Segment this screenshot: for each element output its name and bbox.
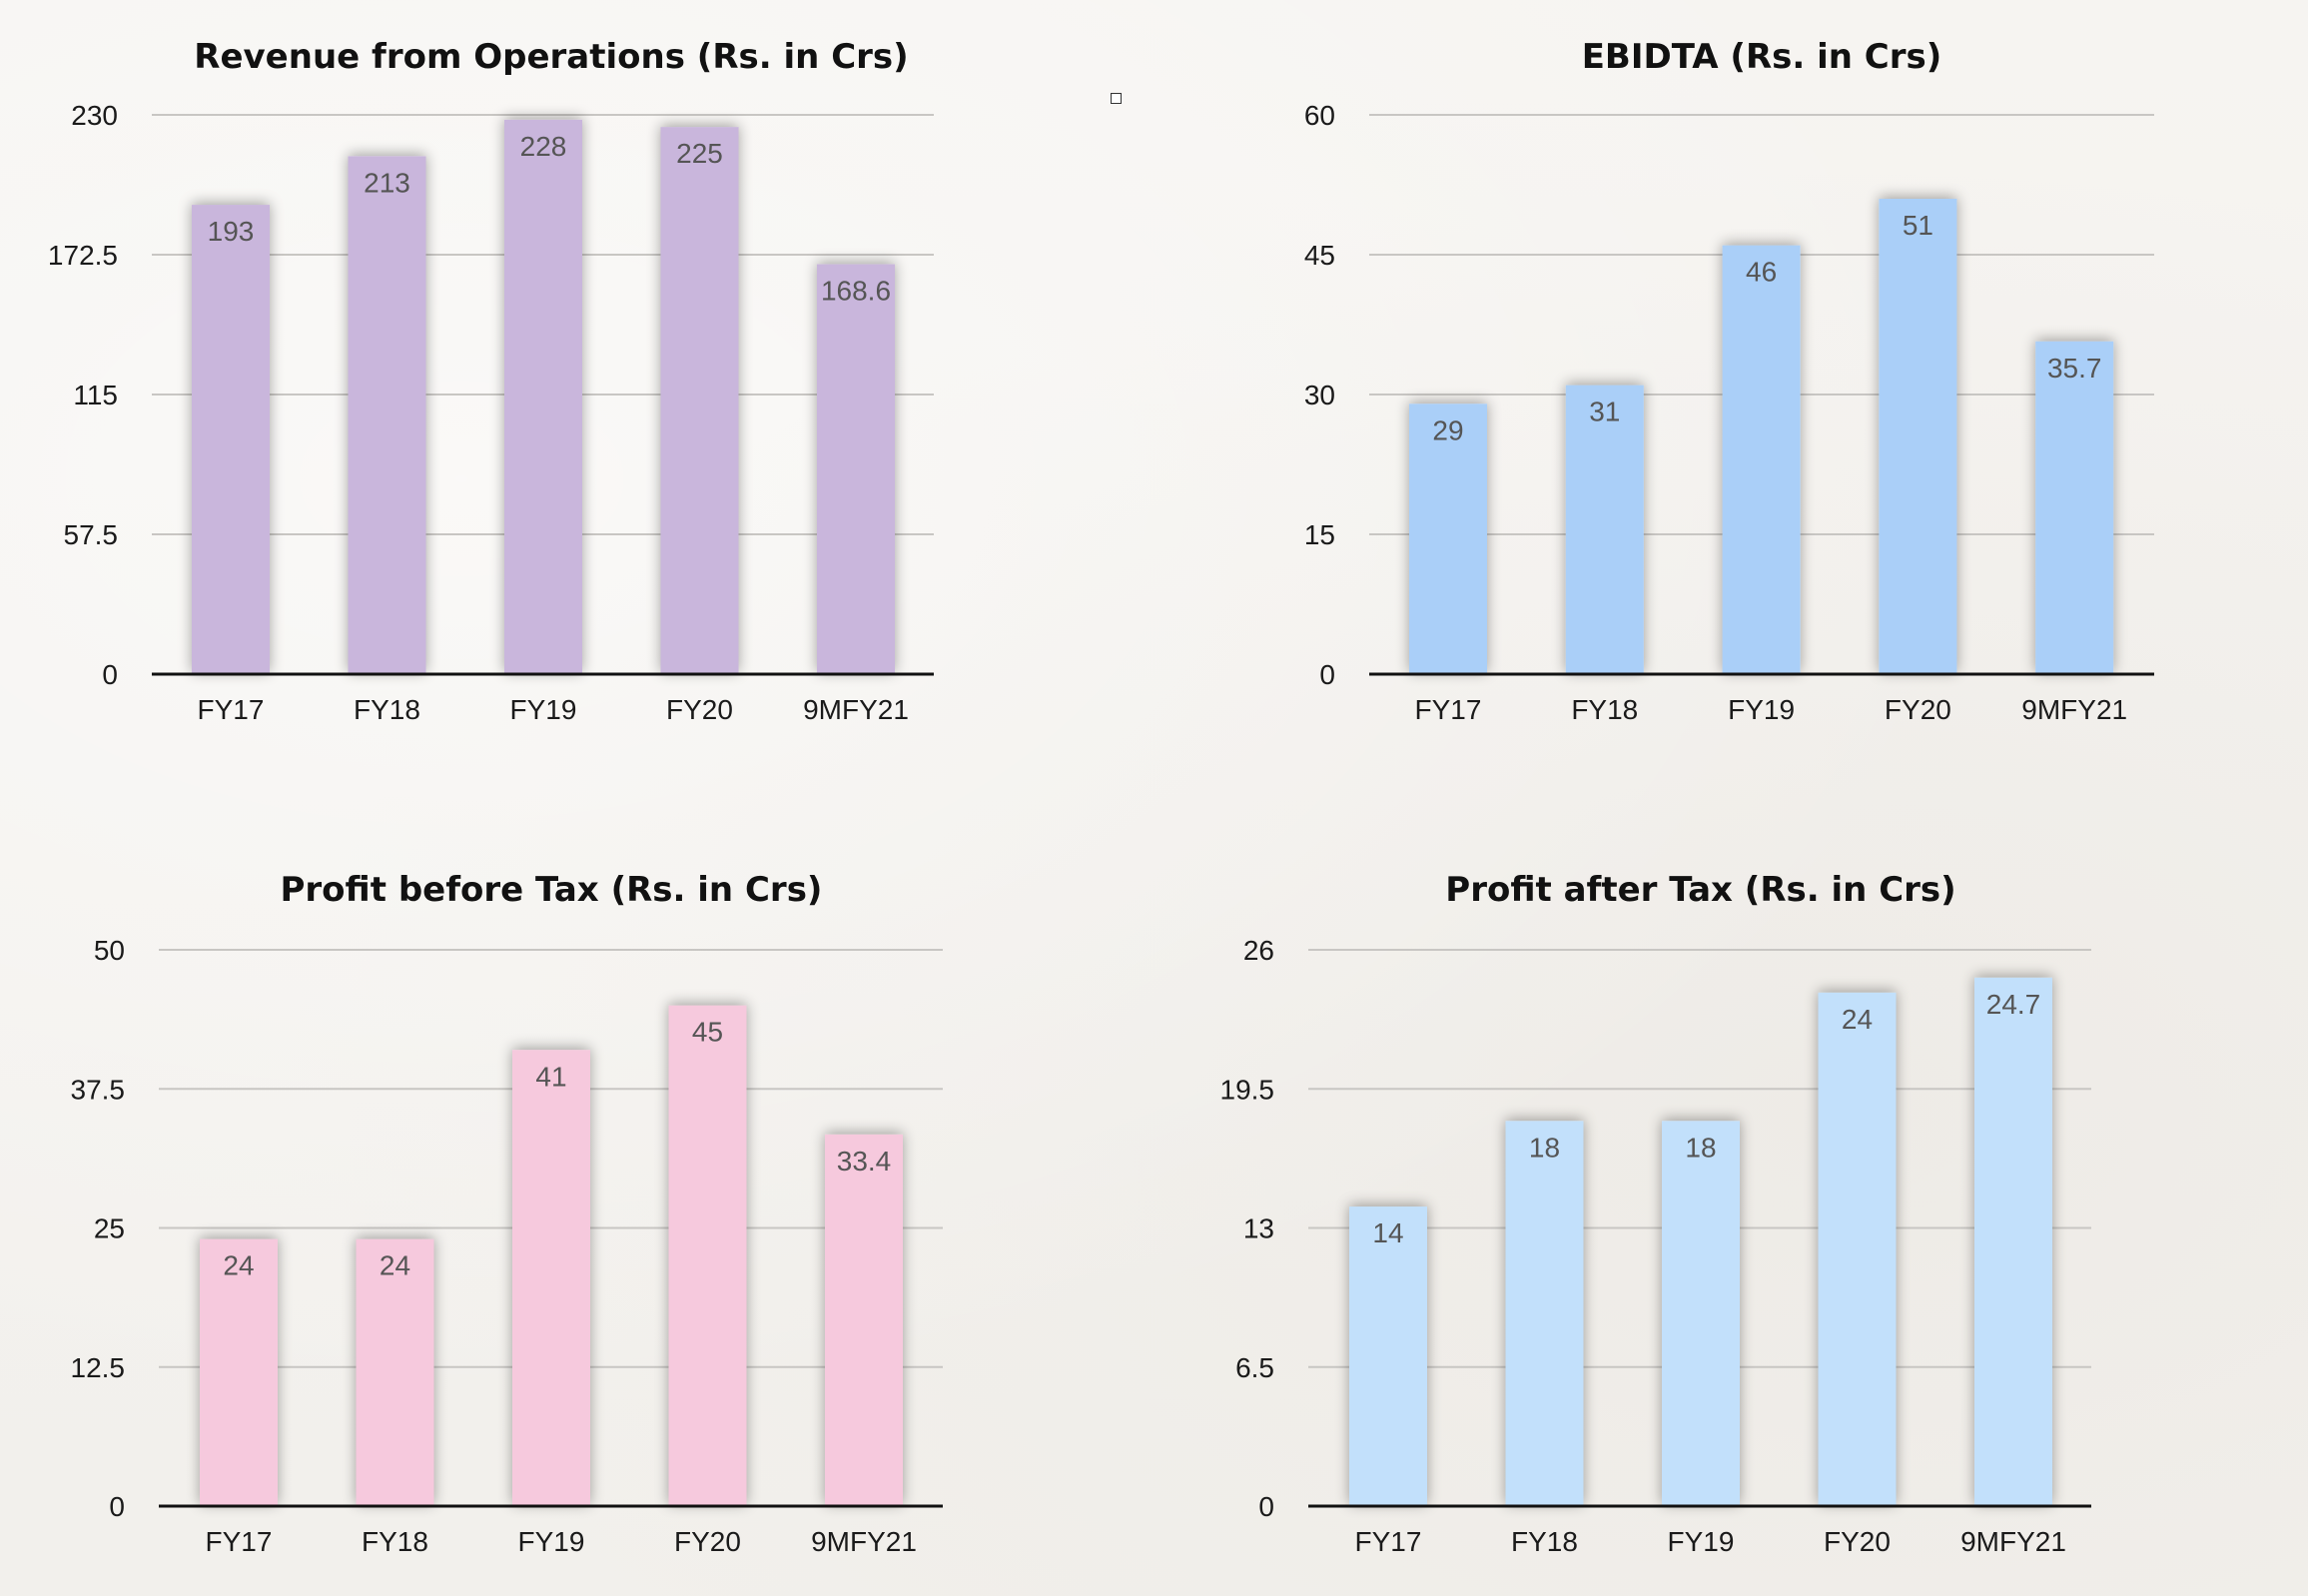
ebitda-data-label: 46 — [1746, 257, 1777, 288]
pat-bar-fy19 — [1662, 1121, 1740, 1506]
ebitda-data-label: 51 — [1903, 210, 1933, 241]
ebitda-x-tick-label: FY18 — [1571, 694, 1638, 725]
revenue-data-label: 213 — [364, 167, 410, 198]
ebitda-bar-fy20 — [1879, 199, 1957, 674]
pbt-bar-fy19 — [512, 1050, 590, 1506]
pbt-x-tick-label: FY18 — [362, 1526, 428, 1557]
pat-y-tick-label: 19.5 — [1220, 1074, 1275, 1105]
ebitda-bar-9mfy21 — [2035, 341, 2114, 674]
pbt-x-tick-label: FY17 — [206, 1526, 273, 1557]
pat-data-label: 18 — [1529, 1132, 1560, 1163]
ebitda-y-tick-label: 0 — [1319, 659, 1335, 690]
pat-data-label: 24 — [1842, 1004, 1873, 1035]
pbt-data-label: 24 — [223, 1250, 254, 1281]
revenue-x-tick-label: FY20 — [666, 694, 733, 725]
pat-bar-fy17 — [1349, 1206, 1427, 1506]
pat-x-tick-label: 9MFY21 — [1960, 1526, 2066, 1557]
pbt-x-tick-label: FY19 — [518, 1526, 585, 1557]
pat-bar-9mfy21 — [1974, 977, 2052, 1506]
revenue-y-tick-label: 172.5 — [48, 240, 118, 271]
ebitda-data-label: 31 — [1589, 397, 1620, 427]
ebitda-bar-fy19 — [1722, 245, 1801, 674]
revenue-data-label: 225 — [676, 138, 723, 169]
revenue-x-tick-label: FY18 — [354, 694, 420, 725]
ebitda-y-tick-label: 45 — [1304, 240, 1335, 271]
revenue-bar-fy20 — [660, 127, 739, 675]
pbt-y-tick-label: 0 — [109, 1491, 125, 1522]
pbt-bar-fy17 — [200, 1238, 278, 1506]
pat-chart-title: Profit after Tax (Rs. in Crs) — [1445, 870, 1955, 910]
ebitda-data-label: 35.7 — [2047, 353, 2102, 384]
pat-data-label: 14 — [1372, 1217, 1403, 1248]
pat-y-tick-label: 0 — [1258, 1491, 1274, 1522]
pat-data-label: 24.7 — [1986, 989, 2041, 1020]
pat-x-tick-label: FY18 — [1511, 1526, 1578, 1557]
revenue-y-tick-label: 0 — [102, 659, 118, 690]
pbt-y-tick-label: 50 — [94, 935, 125, 966]
revenue-data-label: 228 — [520, 131, 567, 162]
pbt-y-tick-label: 12.5 — [71, 1352, 126, 1383]
pbt-data-label: 41 — [535, 1061, 566, 1092]
pat-y-tick-label: 6.5 — [1235, 1352, 1274, 1383]
ebitda-x-tick-label: 9MFY21 — [2021, 694, 2127, 725]
ebitda-x-tick-label: FY17 — [1415, 694, 1482, 725]
revenue-y-tick-label: 230 — [71, 100, 118, 131]
revenue-data-label: 193 — [208, 216, 255, 247]
ebitda-chart-title: EBIDTA (Rs. in Crs) — [1582, 37, 1942, 77]
revenue-bar-fy19 — [504, 119, 582, 674]
pbt-x-tick-label: FY20 — [674, 1526, 741, 1557]
pbt-bar-fy18 — [356, 1238, 434, 1506]
pat-data-label: 18 — [1685, 1132, 1716, 1163]
ebitda-y-tick-label: 30 — [1304, 380, 1335, 410]
ebitda-bar-fy18 — [1565, 385, 1644, 674]
ebitda-x-tick-label: FY19 — [1728, 694, 1795, 725]
revenue-y-tick-label: 115 — [73, 380, 118, 410]
revenue-x-tick-label: FY19 — [510, 694, 577, 725]
pbt-chart-title: Profit before Tax (Rs. in Crs) — [281, 870, 823, 910]
revenue-bar-9mfy21 — [817, 264, 895, 674]
pat-y-tick-label: 26 — [1243, 935, 1274, 966]
pbt-data-label: 24 — [380, 1250, 410, 1281]
ebitda-y-tick-label: 60 — [1304, 100, 1335, 131]
pbt-bar-fy20 — [668, 1005, 747, 1506]
ebitda-x-tick-label: FY20 — [1885, 694, 1951, 725]
revenue-bar-fy18 — [348, 156, 426, 675]
ebitda-data-label: 29 — [1432, 414, 1463, 445]
pbt-data-label: 45 — [692, 1017, 723, 1048]
revenue-bar-fy17 — [192, 205, 270, 674]
pat-x-tick-label: FY17 — [1355, 1526, 1422, 1557]
revenue-x-tick-label: 9MFY21 — [803, 694, 909, 725]
pbt-y-tick-label: 25 — [94, 1213, 125, 1244]
pbt-data-label: 33.4 — [837, 1146, 892, 1177]
revenue-data-label: 168.6 — [821, 275, 891, 306]
pat-bar-fy20 — [1818, 992, 1897, 1506]
ebitda-y-tick-label: 15 — [1304, 519, 1335, 550]
pat-x-tick-label: FY20 — [1824, 1526, 1891, 1557]
pat-y-tick-label: 13 — [1243, 1213, 1274, 1244]
revenue-y-tick-label: 57.5 — [64, 519, 119, 550]
revenue-x-tick-label: FY17 — [198, 694, 265, 725]
pbt-x-tick-label: 9MFY21 — [811, 1526, 917, 1557]
pbt-bar-9mfy21 — [825, 1134, 903, 1506]
pat-x-tick-label: FY19 — [1668, 1526, 1735, 1557]
pat-bar-fy18 — [1505, 1121, 1584, 1506]
pbt-y-tick-label: 37.5 — [71, 1074, 126, 1105]
revenue-chart-title: Revenue from Operations (Rs. in Crs) — [194, 37, 908, 77]
selection-handle[interactable] — [1111, 93, 1122, 104]
ebitda-bar-fy17 — [1409, 403, 1487, 674]
